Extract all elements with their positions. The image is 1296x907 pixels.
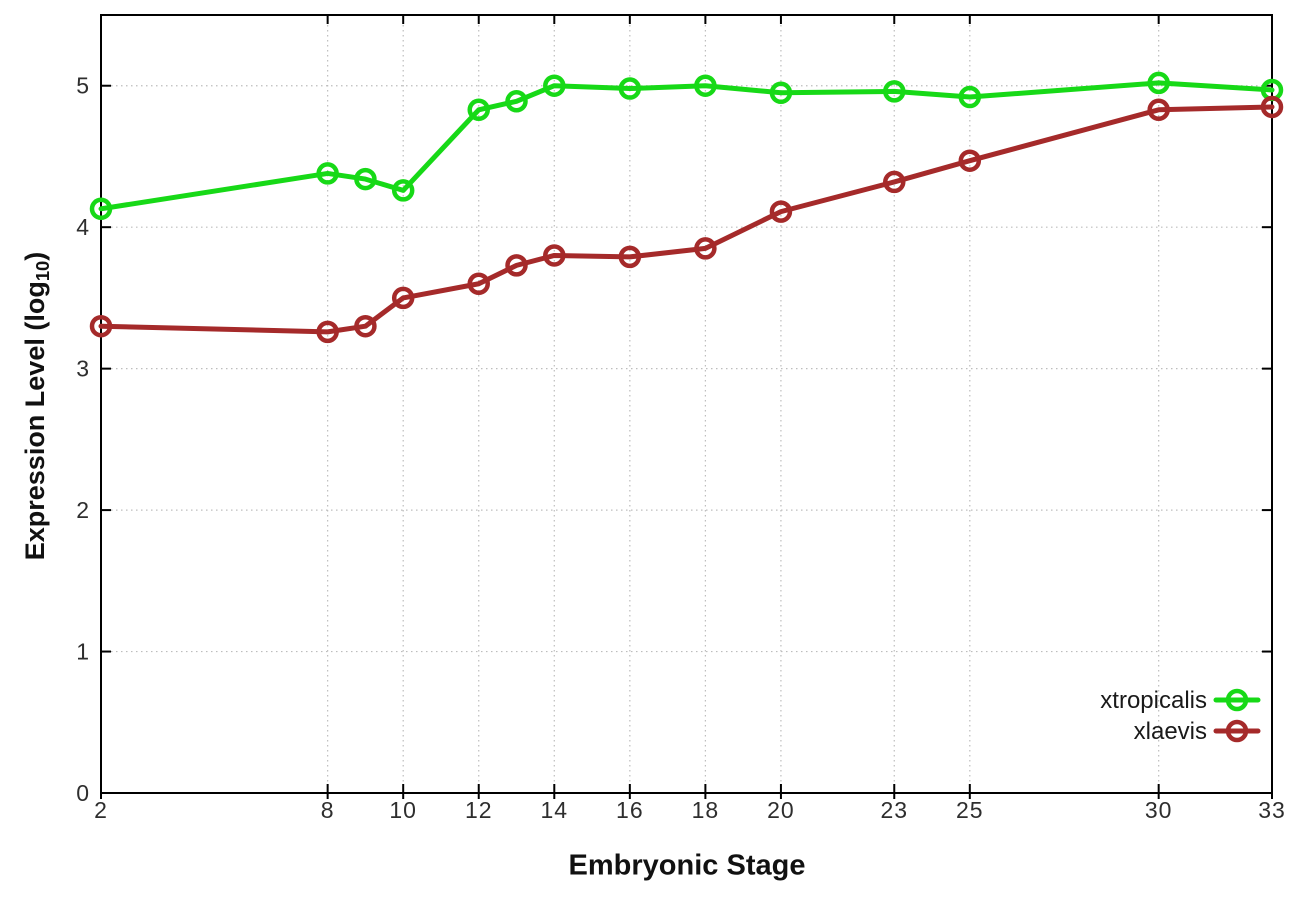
x-axis-title: Embryonic Stage xyxy=(569,850,806,883)
series-line-xlaevis xyxy=(98,104,1275,335)
data-point-xlaevis xyxy=(694,237,717,260)
data-point-xtropicalis xyxy=(354,167,377,191)
series-line-xtropicalis xyxy=(98,80,1275,212)
data-point-xlaevis xyxy=(1147,98,1170,122)
data-point-xtropicalis xyxy=(391,179,415,202)
data-point-xtropicalis xyxy=(89,197,113,221)
legend-label-xlaevis: xlaevis xyxy=(1134,718,1207,745)
x-tick-label: 30 xyxy=(1145,797,1173,823)
x-tick-label: 20 xyxy=(767,797,795,823)
data-point-xlaevis xyxy=(618,245,642,269)
x-tick-label: 14 xyxy=(540,797,568,823)
data-point-xlaevis xyxy=(1260,95,1284,119)
data-point-xlaevis xyxy=(958,149,982,172)
y-tick-label: 4 xyxy=(76,214,90,240)
data-point-xlaevis xyxy=(316,320,339,344)
data-point-xtropicalis xyxy=(316,162,339,185)
y-axis-title: Expression Level (log10) xyxy=(20,252,54,561)
y-tick-label: 0 xyxy=(76,780,90,806)
y-tick-label: 5 xyxy=(76,73,90,99)
x-tick-label: 12 xyxy=(465,797,493,823)
y-tick-label: 1 xyxy=(76,639,90,665)
data-point-xlaevis xyxy=(467,272,490,296)
y-axis-title-suffix: ) xyxy=(19,251,50,261)
data-point-xlaevis xyxy=(543,244,566,267)
y-tick-label: 2 xyxy=(76,497,90,523)
x-tick-label: 25 xyxy=(956,797,984,823)
y-axis-title-text: Expression Level (log xyxy=(19,281,50,561)
data-point-xlaevis xyxy=(391,286,415,310)
data-point-xtropicalis xyxy=(467,98,490,122)
data-point-xlaevis xyxy=(505,254,528,277)
legend-marker-xlaevis xyxy=(1225,719,1249,743)
data-point-xlaevis xyxy=(883,170,906,194)
x-axis-title-text: Embryonic Stage xyxy=(568,849,806,882)
legend-marker-xtropicalis xyxy=(1225,688,1249,712)
data-point-xtropicalis xyxy=(694,74,717,97)
x-tick-label: 10 xyxy=(389,797,417,823)
data-point-xtropicalis xyxy=(618,77,642,100)
plot-border xyxy=(100,14,1273,794)
x-tick-label: 23 xyxy=(880,797,908,823)
data-point-xlaevis xyxy=(89,314,113,338)
data-point-xlaevis xyxy=(354,314,377,338)
x-tick-label: 33 xyxy=(1258,797,1286,823)
x-tick-label: 2 xyxy=(94,797,108,823)
data-point-xtropicalis xyxy=(505,90,528,113)
data-point-xlaevis xyxy=(769,200,793,223)
data-point-xtropicalis xyxy=(543,74,566,97)
x-tick-label: 8 xyxy=(321,797,335,823)
data-point-xtropicalis xyxy=(769,81,793,105)
y-axis-title-subscript: 10 xyxy=(32,260,54,282)
data-point-xtropicalis xyxy=(958,85,982,109)
x-tick-label: 16 xyxy=(616,797,644,823)
data-point-xtropicalis xyxy=(883,80,906,103)
data-point-xtropicalis xyxy=(1147,71,1170,95)
y-tick-label: 3 xyxy=(76,356,90,382)
legend-label-xtropicalis: xtropicalis xyxy=(1100,687,1207,714)
x-tick-label: 18 xyxy=(692,797,720,823)
